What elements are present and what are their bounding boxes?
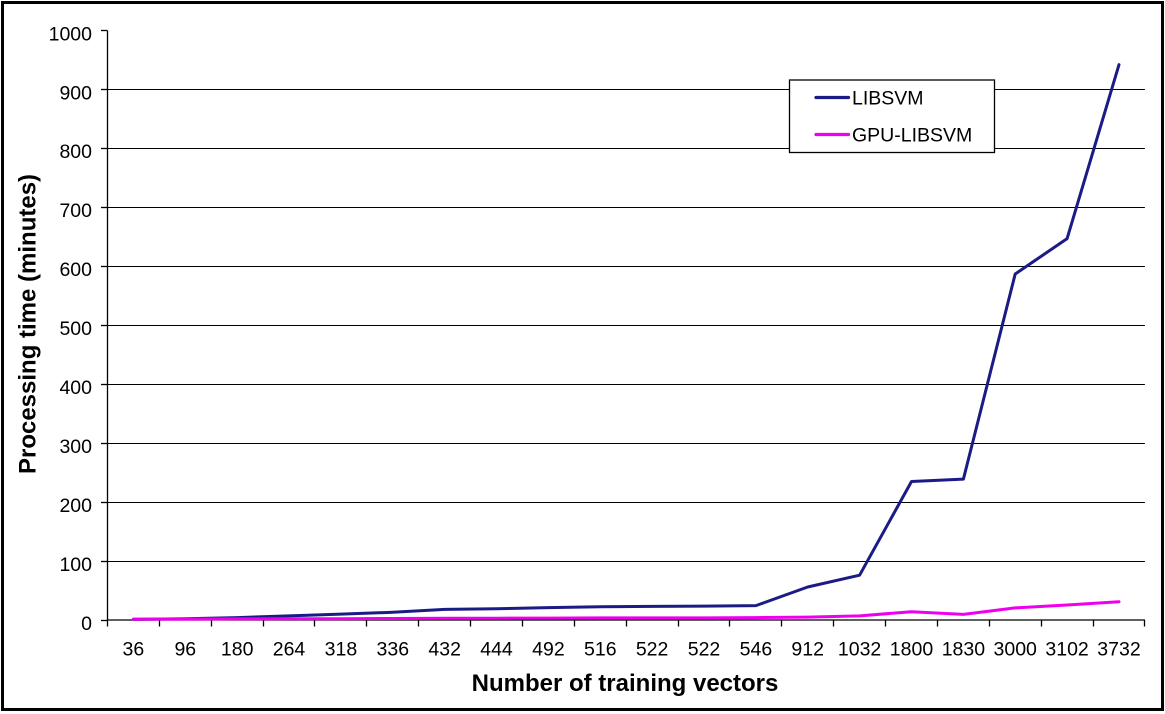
svg-text:1830: 1830	[942, 639, 986, 661]
svg-text:180: 180	[221, 639, 254, 661]
svg-text:522: 522	[636, 639, 669, 661]
svg-text:492: 492	[532, 639, 565, 661]
svg-text:522: 522	[688, 639, 721, 661]
svg-text:Processing time (minutes): Processing time (minutes)	[15, 174, 42, 474]
svg-text:1000: 1000	[49, 23, 93, 45]
svg-text:800: 800	[59, 141, 92, 163]
svg-text:500: 500	[59, 318, 92, 340]
svg-text:1800: 1800	[890, 639, 934, 661]
svg-text:0: 0	[81, 613, 92, 635]
svg-text:1032: 1032	[838, 639, 881, 661]
svg-text:516: 516	[584, 639, 617, 661]
svg-text:Number of training vectors: Number of training vectors	[472, 670, 779, 697]
svg-text:400: 400	[59, 377, 92, 399]
svg-text:100: 100	[59, 554, 92, 576]
svg-text:3732: 3732	[1097, 639, 1140, 661]
svg-text:GPU-LIBSVM: GPU-LIBSVM	[852, 125, 972, 147]
svg-text:432: 432	[428, 639, 461, 661]
svg-text:96: 96	[174, 639, 196, 661]
svg-text:336: 336	[377, 639, 410, 661]
svg-text:600: 600	[59, 259, 92, 281]
svg-text:900: 900	[59, 82, 92, 104]
svg-text:3000: 3000	[994, 639, 1038, 661]
svg-text:912: 912	[791, 639, 824, 661]
svg-text:546: 546	[740, 639, 773, 661]
svg-text:300: 300	[59, 436, 92, 458]
svg-text:444: 444	[480, 639, 513, 661]
svg-text:700: 700	[59, 200, 92, 222]
svg-text:36: 36	[123, 639, 145, 661]
svg-text:3102: 3102	[1045, 639, 1088, 661]
svg-text:264: 264	[273, 639, 306, 661]
svg-text:318: 318	[325, 639, 358, 661]
svg-text:LIBSVM: LIBSVM	[852, 88, 924, 110]
svg-text:200: 200	[59, 495, 92, 517]
